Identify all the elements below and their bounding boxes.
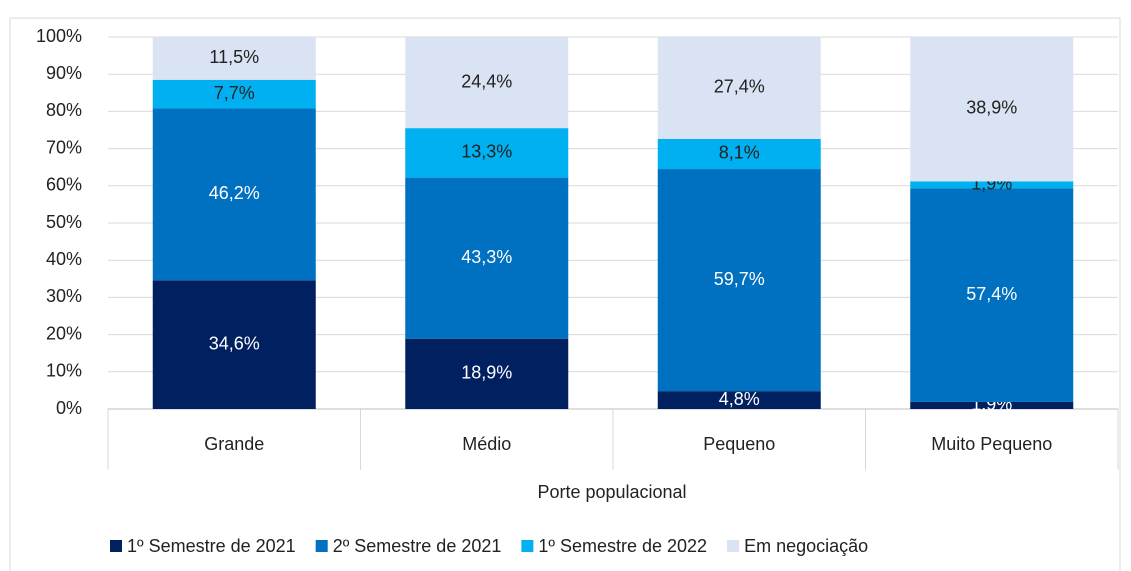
y-tick-label: 10%	[46, 361, 82, 381]
y-tick-label: 80%	[46, 100, 82, 120]
y-tick-label: 60%	[46, 175, 82, 195]
x-tick-label: Médio	[462, 434, 511, 454]
bar-segment	[405, 338, 569, 409]
data-label: 34,6%	[209, 333, 260, 353]
legend-swatch	[110, 540, 122, 552]
x-tick-label: Grande	[204, 434, 264, 454]
y-tick-label: 0%	[56, 398, 82, 418]
legend-label: 1º Semestre de 2022	[538, 536, 707, 556]
y-tick-label: 20%	[46, 323, 82, 343]
y-tick-label: 70%	[46, 137, 82, 157]
bar-segment	[405, 128, 569, 178]
data-label: 11,5%	[209, 47, 259, 67]
bar-segment	[657, 138, 821, 170]
y-tick-label: 30%	[46, 286, 82, 306]
bar-segment	[152, 37, 316, 80]
bar-segment	[657, 169, 821, 392]
legend-label: Em negociação	[744, 536, 868, 556]
data-label: 59,7%	[714, 269, 765, 289]
data-label: 18,9%	[461, 363, 512, 383]
legend-swatch	[521, 540, 534, 552]
data-label: 46,2%	[209, 183, 260, 203]
data-label: 4,8%	[719, 389, 760, 409]
x-axis-title: Porte populacional	[537, 482, 686, 502]
data-label: 57,4%	[966, 284, 1017, 304]
bar-segment	[405, 177, 569, 339]
bar-segment	[657, 391, 821, 409]
x-tick-label: Pequeno	[703, 434, 775, 454]
bar-segment	[910, 401, 1074, 409]
y-tick-label: 40%	[46, 249, 82, 269]
data-label: 38,9%	[966, 98, 1017, 118]
bar-segment	[405, 37, 569, 129]
data-label: 13,3%	[461, 142, 512, 162]
data-label: 24,4%	[461, 72, 512, 92]
bar-segment	[152, 108, 316, 281]
data-label: 7,7%	[214, 83, 255, 103]
legend-label: 1º Semestre de 2021	[127, 536, 296, 556]
legend-swatch	[315, 540, 328, 552]
data-label: 27,4%	[714, 77, 765, 97]
bar-segment	[910, 36, 1074, 182]
bar-segment	[910, 181, 1074, 189]
y-tick-label: 50%	[46, 212, 82, 232]
data-label: 43,3%	[461, 247, 512, 267]
bar-segment	[152, 79, 316, 109]
bar-segment	[657, 37, 821, 139]
legend-swatch	[727, 540, 740, 552]
bar-segment	[152, 280, 316, 409]
legend-label: 2º Semestre de 2021	[333, 536, 502, 556]
y-tick-label: 90%	[46, 63, 82, 83]
bar-segment	[910, 188, 1074, 402]
x-tick-label: Muito Pequeno	[931, 434, 1052, 454]
data-label: 8,1%	[719, 143, 760, 163]
y-tick-label: 100%	[36, 26, 82, 46]
